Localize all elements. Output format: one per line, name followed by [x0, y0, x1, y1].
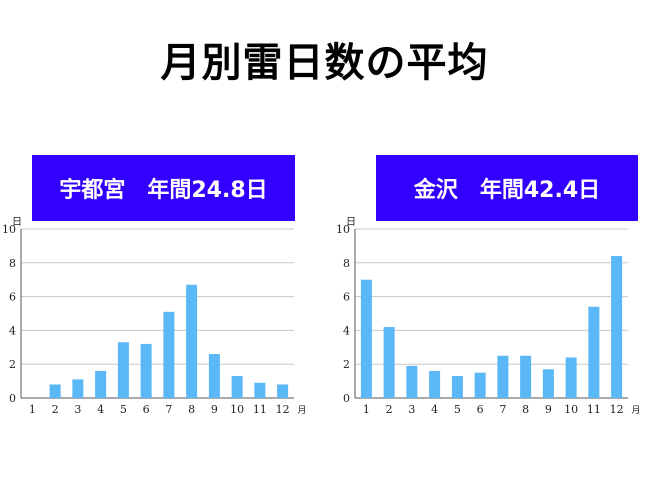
bar-month-10: [565, 357, 577, 398]
bar-month-11: [254, 382, 266, 398]
y-tick-label: 6: [343, 291, 350, 304]
y-tick-label: 2: [9, 358, 16, 371]
bar-month-7: [497, 355, 509, 398]
x-tick-label: 3: [74, 403, 81, 416]
y-axis-label: 日: [12, 217, 22, 228]
bar-month-1: [360, 279, 372, 398]
bar-month-2: [383, 327, 395, 398]
x-tick-label: 5: [454, 403, 461, 416]
x-tick-label: 5: [120, 403, 127, 416]
bar-month-7: [163, 311, 175, 398]
bar-month-9: [542, 369, 554, 398]
chart-panel-utsunomiya: 宇都宮 年間24.8日 0 2 4 6 8 10 日月 1 2 3 4 5 6 7 8 9 10 11 12: [0, 155, 310, 425]
x-tick-label: 9: [211, 403, 218, 416]
y-tick-label: 6: [9, 291, 16, 304]
x-tick-label: 7: [499, 403, 506, 416]
bar-month-5: [117, 342, 129, 398]
x-tick-label: 12: [610, 403, 624, 416]
bar-month-11: [588, 306, 600, 398]
bar-month-8: [520, 355, 532, 398]
bar-month-2: [49, 384, 61, 398]
bar-month-12: [611, 256, 623, 398]
bar-month-6: [140, 343, 152, 398]
bar-month-3: [72, 379, 84, 398]
x-tick-label: 12: [276, 403, 290, 416]
bar-month-4: [95, 370, 107, 398]
y-tick-label: 10: [336, 223, 350, 236]
x-tick-label: 2: [52, 403, 59, 416]
x-tick-label: 8: [522, 403, 529, 416]
y-tick-label: 0: [9, 392, 16, 405]
y-tick-label: 10: [2, 223, 16, 236]
y-tick-label: 4: [343, 324, 350, 337]
x-tick-label: 10: [564, 403, 578, 416]
chart-title-banner: 宇都宮 年間24.8日: [32, 155, 295, 221]
x-axis-label: 月: [297, 405, 306, 416]
bar-month-10: [231, 376, 243, 398]
x-tick-label: 7: [165, 403, 172, 416]
bar-month-8: [186, 284, 198, 398]
x-tick-label: 10: [230, 403, 244, 416]
x-tick-label: 3: [408, 403, 415, 416]
x-tick-label: 8: [188, 403, 195, 416]
y-tick-label: 4: [9, 324, 16, 337]
y-tick-label: 2: [343, 358, 350, 371]
bar-month-4: [429, 370, 441, 398]
y-tick-label: 0: [343, 392, 350, 405]
x-tick-label: 2: [386, 403, 393, 416]
x-tick-label: 1: [363, 403, 370, 416]
bar-month-3: [406, 365, 418, 398]
x-tick-label: 1: [29, 403, 36, 416]
x-tick-label: 4: [431, 403, 438, 416]
y-tick-label: 8: [9, 257, 16, 270]
bar-month-12: [277, 384, 289, 398]
x-tick-label: 9: [545, 403, 552, 416]
x-tick-label: 4: [97, 403, 104, 416]
x-axis-label: 月: [631, 405, 640, 416]
bar-month-9: [208, 354, 220, 398]
bar-month-6: [474, 372, 486, 398]
y-tick-label: 8: [343, 257, 350, 270]
page-title: 月別雷日数の平均: [160, 40, 489, 86]
chart-panel-kanazawa: 金沢 年間42.4日 0 2 4 6 8 10 日月 1 2 3 4 5 6 7 8 9 10 11 12: [334, 155, 644, 425]
x-tick-label: 6: [477, 403, 484, 416]
x-tick-label: 11: [587, 403, 601, 416]
y-axis-label: 日: [346, 217, 356, 228]
x-tick-label: 11: [253, 403, 267, 416]
chart-title-banner: 金沢 年間42.4日: [376, 155, 638, 221]
bar-month-5: [451, 376, 463, 398]
x-tick-label: 6: [143, 403, 150, 416]
